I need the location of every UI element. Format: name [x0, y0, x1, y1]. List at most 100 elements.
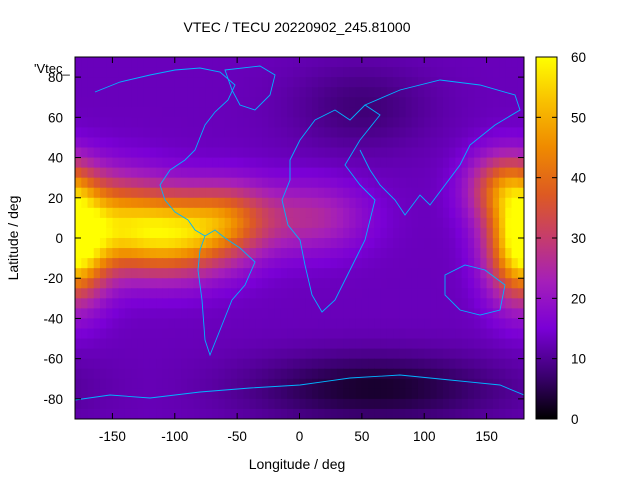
heatmap-cell	[355, 157, 363, 169]
heatmap-cell	[268, 137, 276, 149]
heatmap-cell	[268, 268, 276, 279]
heatmap-cell	[205, 147, 213, 159]
heatmap-cell	[480, 248, 488, 259]
heatmap-cell	[124, 298, 132, 309]
heatmap-cell	[99, 227, 107, 239]
heatmap-cell	[131, 97, 138, 108]
heatmap-cell	[187, 157, 195, 169]
heatmap-cell	[417, 368, 425, 380]
heatmap-cell	[442, 328, 450, 340]
heatmap-cell	[511, 388, 519, 400]
heatmap-cell	[143, 388, 151, 400]
heatmap-cell	[243, 278, 251, 289]
heatmap-cell	[162, 107, 170, 118]
heatmap-cell	[336, 258, 344, 269]
heatmap-cell	[467, 197, 475, 209]
heatmap-cell	[318, 248, 326, 259]
heatmap-cell	[499, 378, 506, 390]
heatmap-cell	[411, 308, 419, 320]
heatmap-cell	[106, 167, 114, 179]
heatmap-cell	[368, 197, 375, 209]
heatmap-cell	[106, 87, 114, 98]
heatmap-cell	[305, 167, 313, 179]
heatmap-cell	[486, 177, 494, 189]
heatmap-cell	[399, 227, 407, 239]
heatmap-cell	[112, 348, 120, 360]
heatmap-cell	[199, 167, 207, 179]
heatmap-cell	[168, 358, 176, 370]
heatmap-cell	[87, 248, 95, 259]
heatmap-cell	[93, 328, 101, 340]
heatmap-cell	[293, 238, 301, 249]
heatmap-cell	[361, 107, 369, 118]
heatmap-cell	[511, 348, 519, 360]
heatmap-cell	[299, 318, 307, 330]
heatmap-cell	[505, 378, 513, 390]
heatmap-cell	[149, 358, 157, 370]
heatmap-cell	[143, 348, 151, 360]
heatmap-cell	[112, 298, 120, 309]
heatmap-cell	[280, 358, 288, 370]
heatmap-cell	[237, 77, 244, 88]
heatmap-cell	[106, 67, 114, 78]
heatmap-cell	[112, 167, 120, 179]
heatmap-cell	[411, 117, 419, 128]
heatmap-cell	[112, 238, 120, 249]
heatmap-cell	[455, 177, 463, 189]
heatmap-cell	[274, 67, 282, 78]
heatmap-cell	[411, 408, 419, 419]
heatmap-cell	[305, 87, 313, 98]
heatmap-cell	[405, 197, 413, 209]
heatmap-cell	[486, 348, 494, 360]
heatmap-cell	[386, 348, 394, 360]
heatmap-cell	[343, 248, 350, 259]
heatmap-cell	[280, 308, 288, 320]
heatmap-cell	[330, 217, 338, 229]
heatmap-cell	[174, 157, 182, 169]
heatmap-cell	[318, 288, 326, 299]
heatmap-cell	[268, 87, 276, 98]
heatmap-cell	[417, 207, 425, 219]
heatmap-cell	[137, 127, 145, 139]
heatmap-cell	[81, 238, 89, 249]
heatmap-cell	[399, 268, 407, 279]
heatmap-cell	[480, 147, 488, 159]
heatmap-cell	[193, 308, 201, 320]
heatmap-cell	[230, 97, 238, 108]
heatmap-cell	[262, 278, 269, 289]
heatmap-cell	[262, 268, 269, 279]
heatmap-cell	[280, 398, 288, 410]
heatmap-cell	[368, 378, 375, 390]
heatmap-cell	[424, 328, 432, 340]
heatmap-cell	[280, 338, 288, 350]
heatmap-cell	[81, 197, 89, 209]
heatmap-cell	[343, 167, 350, 179]
heatmap-cell	[324, 398, 332, 410]
heatmap-cell	[355, 238, 363, 249]
heatmap-cell	[474, 408, 481, 419]
heatmap-cell	[199, 388, 207, 400]
heatmap-cell	[199, 358, 207, 370]
heatmap-cell	[274, 238, 282, 249]
heatmap-cell	[205, 318, 213, 330]
heatmap-cell	[424, 217, 432, 229]
heatmap-cell	[486, 87, 494, 98]
heatmap-cell	[405, 57, 413, 68]
heatmap-cell	[112, 127, 120, 139]
y-tick-label: -20	[43, 271, 63, 286]
heatmap-cell	[474, 378, 481, 390]
heatmap-cell	[330, 388, 338, 400]
heatmap-cell	[305, 388, 313, 400]
heatmap-cell	[168, 348, 176, 360]
heatmap-cell	[492, 217, 500, 229]
heatmap-cell	[193, 57, 201, 68]
heatmap-cell	[287, 127, 294, 139]
heatmap-cell	[517, 338, 524, 350]
heatmap-cell	[349, 268, 357, 279]
heatmap-cell	[187, 408, 195, 419]
heatmap-cell	[162, 57, 170, 68]
heatmap-cell	[75, 67, 82, 78]
heatmap-cell	[187, 67, 195, 78]
heatmap-cell	[255, 238, 263, 249]
heatmap-cell	[355, 57, 363, 68]
